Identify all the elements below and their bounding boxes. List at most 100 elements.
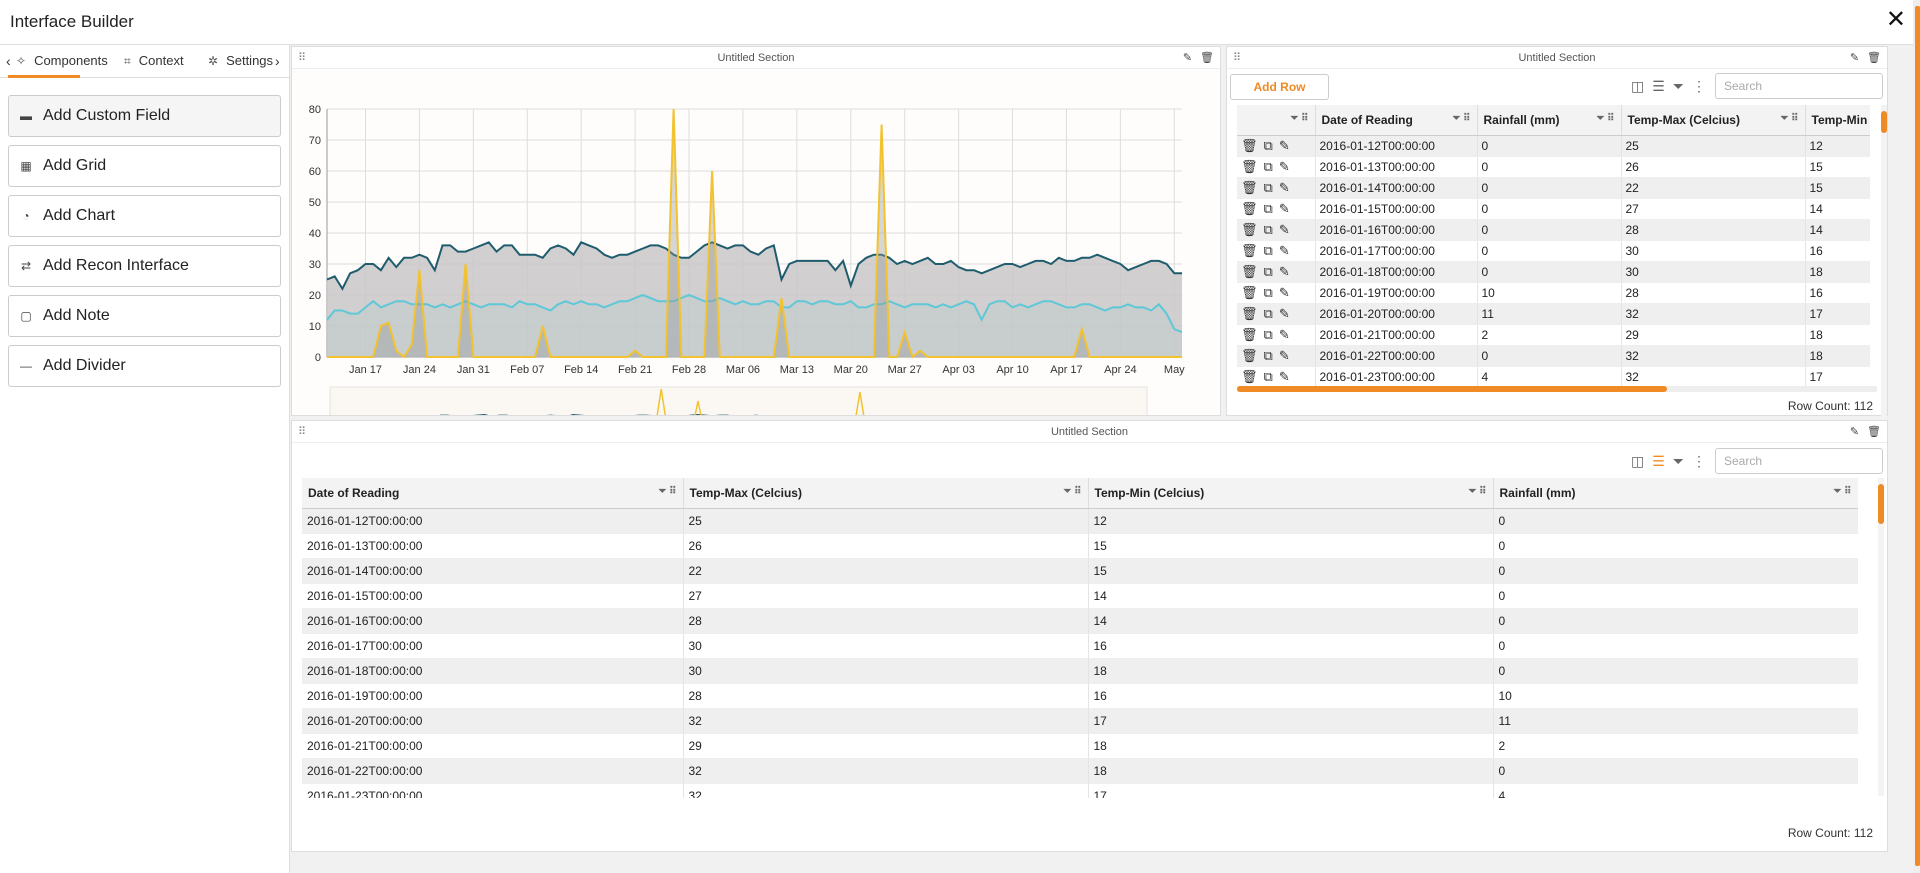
table-cell[interactable]: 11 <box>1477 303 1622 325</box>
table-row[interactable]: 🗑 ⧉ ✎ 2016-01-19T00:00:00 10 28 16 <box>1237 282 1870 304</box>
trash-icon[interactable]: 🗑 <box>1241 137 1258 153</box>
table-cell[interactable]: 29 <box>1621 324 1806 346</box>
pencil-icon[interactable]: ✎ <box>1278 158 1290 174</box>
table-row[interactable]: 🗑 ⧉ ✎ 2016-01-16T00:00:00 0 28 14 <box>1237 219 1870 241</box>
table-cell[interactable]: 10 <box>1493 683 1858 709</box>
add-recon-interface-button[interactable]: ⇄ Add Recon Interface <box>8 245 281 287</box>
table-cell[interactable]: 15 <box>1805 177 1870 199</box>
columns-icon[interactable]: ◫ <box>1631 453 1645 469</box>
table-cell[interactable]: 0 <box>1477 177 1622 199</box>
table-cell[interactable]: 30 <box>1621 261 1806 283</box>
page-scrollbar-thumb[interactable] <box>1915 6 1920 866</box>
pencil-icon[interactable]: ✎ <box>1278 242 1290 258</box>
column-menu-icon[interactable]: ⏷ ⠿ <box>658 486 677 497</box>
table-row[interactable]: 2016-01-23T00:00:00 32 17 4 <box>302 783 1858 798</box>
table-cell[interactable]: 16 <box>1805 240 1870 262</box>
table-cell[interactable]: 30 <box>683 633 1089 659</box>
trash-icon[interactable]: 🗑 <box>1241 305 1258 321</box>
table-row[interactable]: 2016-01-13T00:00:00 26 15 0 <box>302 533 1858 559</box>
pencil-icon[interactable]: ✎ <box>1278 263 1290 279</box>
tabs-scroll-left-icon[interactable]: ‹ <box>6 53 11 69</box>
table-cell[interactable]: 2016-01-12T00:00:00 <box>1315 135 1478 157</box>
table-cell[interactable]: 16 <box>1088 633 1494 659</box>
table-cell[interactable]: 0 <box>1493 533 1858 559</box>
table-row[interactable]: 🗑 ⧉ ✎ 2016-01-13T00:00:00 0 26 15 <box>1237 156 1870 178</box>
table-cell[interactable]: 17 <box>1805 366 1870 388</box>
table-cell[interactable]: 14 <box>1088 608 1494 634</box>
table-cell[interactable]: 32 <box>683 783 1089 798</box>
table-cell[interactable]: 2016-01-19T00:00:00 <box>302 683 684 709</box>
table-cell[interactable]: 0 <box>1493 558 1858 584</box>
trash-icon[interactable]: 🗑 <box>1241 284 1258 300</box>
table-cell[interactable]: 14 <box>1088 583 1494 609</box>
tabs-scroll-right-icon[interactable]: › <box>275 53 280 69</box>
table-cell[interactable]: 2016-01-16T00:00:00 <box>1315 219 1478 241</box>
column-header[interactable]: Temp-Min ( <box>1805 105 1870 136</box>
add-chart-button[interactable]: ◔ Add Chart <box>8 195 281 237</box>
copy-icon[interactable]: ⧉ <box>1263 368 1273 384</box>
table-cell[interactable]: 30 <box>683 658 1089 684</box>
table-cell[interactable]: 0 <box>1477 135 1622 157</box>
table-row[interactable]: 🗑 ⧉ ✎ 2016-01-18T00:00:00 0 30 18 <box>1237 261 1870 283</box>
copy-icon[interactable]: ⧉ <box>1263 200 1273 216</box>
table-cell[interactable]: 0 <box>1493 608 1858 634</box>
table-cell[interactable]: 2016-01-21T00:00:00 <box>302 733 684 759</box>
trash-icon[interactable]: 🗑 <box>1241 368 1258 384</box>
table-cell[interactable]: 32 <box>1621 345 1806 367</box>
table-cell[interactable]: 30 <box>1621 240 1806 262</box>
table-cell[interactable]: 2016-01-14T00:00:00 <box>1315 177 1478 199</box>
table-cell[interactable]: 4 <box>1493 783 1858 798</box>
table-cell[interactable]: 32 <box>1621 366 1806 388</box>
columns-icon[interactable]: ◫ <box>1631 78 1645 94</box>
trash-icon[interactable]: 🗑 <box>1200 52 1214 64</box>
edit-icon[interactable]: ✎ <box>1849 52 1860 64</box>
table-cell[interactable]: 2016-01-22T00:00:00 <box>1315 345 1478 367</box>
density-icon[interactable]: ☰ <box>1652 453 1665 469</box>
copy-icon[interactable]: ⧉ <box>1263 263 1273 279</box>
grid-vertical-scrollbar[interactable] <box>1878 478 1884 796</box>
table-cell[interactable]: 16 <box>1805 282 1870 304</box>
table-cell[interactable]: 2016-01-17T00:00:00 <box>1315 240 1478 262</box>
column-header[interactable]: Rainfall (mm) ⏷ ⠿ <box>1477 105 1622 136</box>
table-cell[interactable]: 28 <box>683 608 1089 634</box>
table-row[interactable]: 2016-01-12T00:00:00 25 12 0 <box>302 508 1858 534</box>
table-cell[interactable]: 2016-01-15T00:00:00 <box>1315 198 1478 220</box>
table-row[interactable]: 🗑 ⧉ ✎ 2016-01-17T00:00:00 0 30 16 <box>1237 240 1870 262</box>
trash-icon[interactable]: 🗑 <box>1241 200 1258 216</box>
pencil-icon[interactable]: ✎ <box>1278 305 1290 321</box>
table-cell[interactable]: 22 <box>683 558 1089 584</box>
actions-column-header[interactable]: ⏷ ⠿ <box>1237 105 1316 136</box>
table-cell[interactable]: 2016-01-22T00:00:00 <box>302 758 684 784</box>
copy-icon[interactable]: ⧉ <box>1263 284 1273 300</box>
table-cell[interactable]: 2016-01-23T00:00:00 <box>302 783 684 798</box>
table-cell[interactable]: 0 <box>1477 156 1622 178</box>
table-cell[interactable]: 18 <box>1088 758 1494 784</box>
add-custom-field-button[interactable]: ▬ Add Custom Field <box>8 95 281 137</box>
scrollbar-thumb[interactable] <box>1878 484 1884 524</box>
pencil-icon[interactable]: ✎ <box>1278 137 1290 153</box>
grid-vertical-scrollbar[interactable] <box>1881 105 1887 425</box>
table-cell[interactable]: 22 <box>1621 177 1806 199</box>
copy-icon[interactable]: ⧉ <box>1263 137 1273 153</box>
table-row[interactable]: 🗑 ⧉ ✎ 2016-01-20T00:00:00 11 32 17 <box>1237 303 1870 325</box>
table-cell[interactable]: 2016-01-15T00:00:00 <box>302 583 684 609</box>
table-cell[interactable]: 2016-01-20T00:00:00 <box>1315 303 1478 325</box>
table-cell[interactable]: 25 <box>683 508 1089 534</box>
tab-components[interactable]: ✧ Components <box>16 53 108 68</box>
table-cell[interactable]: 2016-01-21T00:00:00 <box>1315 324 1478 346</box>
column-header[interactable]: Temp-Max (Celcius) ⏷ ⠿ <box>683 478 1089 509</box>
table-cell[interactable]: 11 <box>1493 708 1858 734</box>
table-cell[interactable]: 2016-01-18T00:00:00 <box>302 658 684 684</box>
column-header[interactable]: Date of Reading ⏷ ⠿ <box>302 478 684 509</box>
table-cell[interactable]: 17 <box>1088 708 1494 734</box>
table-cell[interactable]: 32 <box>683 758 1089 784</box>
table-cell[interactable]: 18 <box>1805 345 1870 367</box>
table-cell[interactable]: 0 <box>1493 758 1858 784</box>
pencil-icon[interactable]: ✎ <box>1278 284 1290 300</box>
table-cell[interactable]: 15 <box>1088 558 1494 584</box>
column-menu-icon[interactable]: ⏷ ⠿ <box>1063 486 1082 497</box>
table-cell[interactable]: 2 <box>1493 733 1858 759</box>
table-cell[interactable]: 18 <box>1805 324 1870 346</box>
table-cell[interactable]: 25 <box>1621 135 1806 157</box>
table-cell[interactable]: 14 <box>1805 198 1870 220</box>
